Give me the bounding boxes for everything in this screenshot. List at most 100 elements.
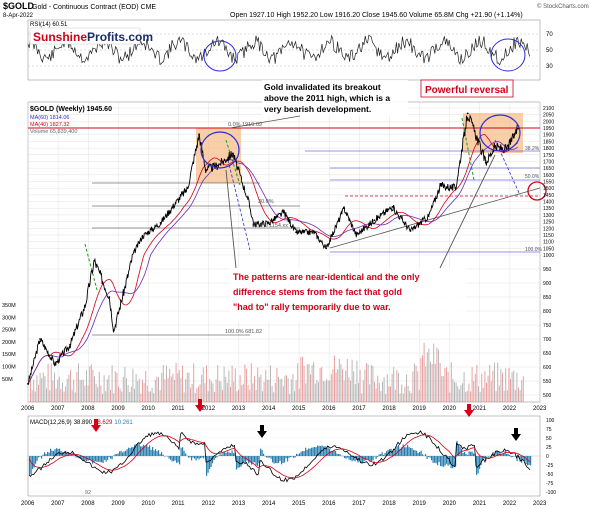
macd-hist-bar	[135, 444, 137, 456]
macd-hist-bar	[377, 456, 379, 457]
volume-bar	[188, 372, 190, 402]
macd-hist-bar	[516, 456, 518, 462]
volume-bar	[316, 380, 318, 402]
macd-hist-bar	[182, 447, 184, 456]
macd-hist-bar	[398, 444, 400, 456]
volume-bar	[289, 393, 291, 402]
volume-bar	[166, 365, 167, 402]
rsi-tick-70: 70	[546, 32, 553, 38]
macd-tick-label: -25	[546, 463, 553, 469]
volume-bar	[324, 381, 326, 402]
volume-bar	[321, 367, 323, 402]
volume-bar	[294, 391, 295, 402]
rsi-circle-2022	[490, 38, 526, 72]
volume-bar	[81, 379, 83, 402]
macd-hist-bar	[411, 448, 413, 456]
volume-bar	[42, 372, 44, 402]
brand-part-1: Sunshine	[33, 30, 87, 44]
macd-hist-bar	[495, 450, 497, 456]
macd-hist-bar	[233, 453, 235, 456]
rsi-tick-30: 30	[546, 64, 553, 70]
fib-label-100: 100.0% 681.82	[225, 329, 262, 335]
macd-hist-bar	[291, 456, 293, 457]
price-point	[466, 112, 469, 115]
macd-hist-bar	[50, 448, 52, 456]
volume-bar	[494, 362, 495, 402]
volume-bar	[500, 368, 502, 402]
rsi-circle-2011	[203, 40, 237, 72]
price-right-axis: 2100205020001950190018501800175017001650…	[543, 106, 554, 399]
price-tick-label: 600	[543, 365, 552, 371]
macd-hist-bar	[219, 454, 221, 456]
pattern-pointer-left	[225, 169, 237, 269]
volume-bar	[193, 363, 195, 402]
price-year-label: 2013	[232, 406, 246, 412]
macd-hist-bar	[215, 456, 217, 459]
volume-bar	[474, 373, 476, 402]
volume-bar	[311, 364, 313, 402]
pattern-note-annotation: The patterns are near-identical and the …	[225, 154, 496, 322]
macd-hist-bar	[519, 456, 521, 462]
macd-hist-bar	[147, 447, 149, 456]
macd-hist-bar	[303, 451, 305, 456]
macd-hist-bar	[134, 444, 136, 456]
price-tick-label: 650	[543, 351, 552, 357]
macd-hist-bar	[353, 456, 355, 461]
red-arrow-2008	[91, 419, 101, 432]
chart-date: 8-Apr-2022	[3, 13, 34, 19]
macd-hist-bar	[137, 443, 139, 456]
price-tick-label: 700	[543, 337, 552, 343]
top-note-pointer	[229, 115, 301, 129]
macd-hist-bar	[507, 453, 509, 456]
volume-bar	[391, 373, 393, 402]
macd-hist-bar	[96, 456, 98, 463]
macd-hist-bar	[527, 456, 529, 466]
volume-bar	[170, 376, 172, 402]
volume-bar	[191, 383, 193, 402]
volume-bar	[454, 381, 455, 402]
volume-bar	[466, 390, 468, 402]
macd-hist-bar	[197, 456, 199, 459]
volume-bar	[260, 374, 262, 402]
volume-bar	[358, 383, 359, 402]
price-tick-label: 1700	[543, 159, 554, 165]
volume-bar	[468, 383, 470, 402]
price-point	[391, 205, 394, 208]
volume-bar	[159, 390, 161, 402]
brand-box	[29, 27, 141, 45]
macd-hist-bar	[269, 456, 271, 458]
legend-ma60: MA(60) 1814.06	[30, 115, 69, 121]
volume-bar	[310, 374, 311, 402]
volume-bar	[231, 365, 233, 402]
volume-bar	[105, 391, 107, 402]
price-year-label: 2017	[352, 406, 366, 412]
macd-hist-bar	[225, 452, 227, 456]
volume-bar	[74, 392, 76, 402]
volume-bar	[406, 374, 407, 402]
price-tick-label: 1100	[543, 240, 554, 246]
volume-bar	[287, 378, 289, 402]
volume-bar	[438, 349, 439, 402]
price-line	[27, 114, 519, 385]
volume-bar	[434, 363, 436, 402]
macd-signal-line	[28, 434, 531, 479]
volume-bar	[158, 377, 159, 402]
macd-hist-bar	[488, 456, 490, 457]
macd-hist-bar	[405, 447, 407, 456]
volume-bar	[55, 388, 57, 402]
macd-hist-bar	[144, 445, 146, 456]
macd-hist-bar	[120, 450, 122, 456]
macd-hist-bar	[173, 456, 175, 462]
macd-hist-bar	[131, 447, 133, 456]
macd-year-label: 2013	[232, 501, 246, 507]
volume-bar	[174, 379, 175, 402]
brand-text: SunshineProfits.com	[33, 30, 153, 44]
macd-signal-value: 28.629	[94, 420, 113, 426]
volume-bar	[463, 372, 465, 402]
volume-bar	[46, 388, 47, 402]
price-tick-label: 550	[543, 379, 552, 385]
price-tick-label: 1000	[543, 253, 554, 259]
volume-bar	[327, 380, 329, 402]
macd-hist-bar	[257, 456, 259, 466]
volume-bar	[111, 365, 113, 402]
